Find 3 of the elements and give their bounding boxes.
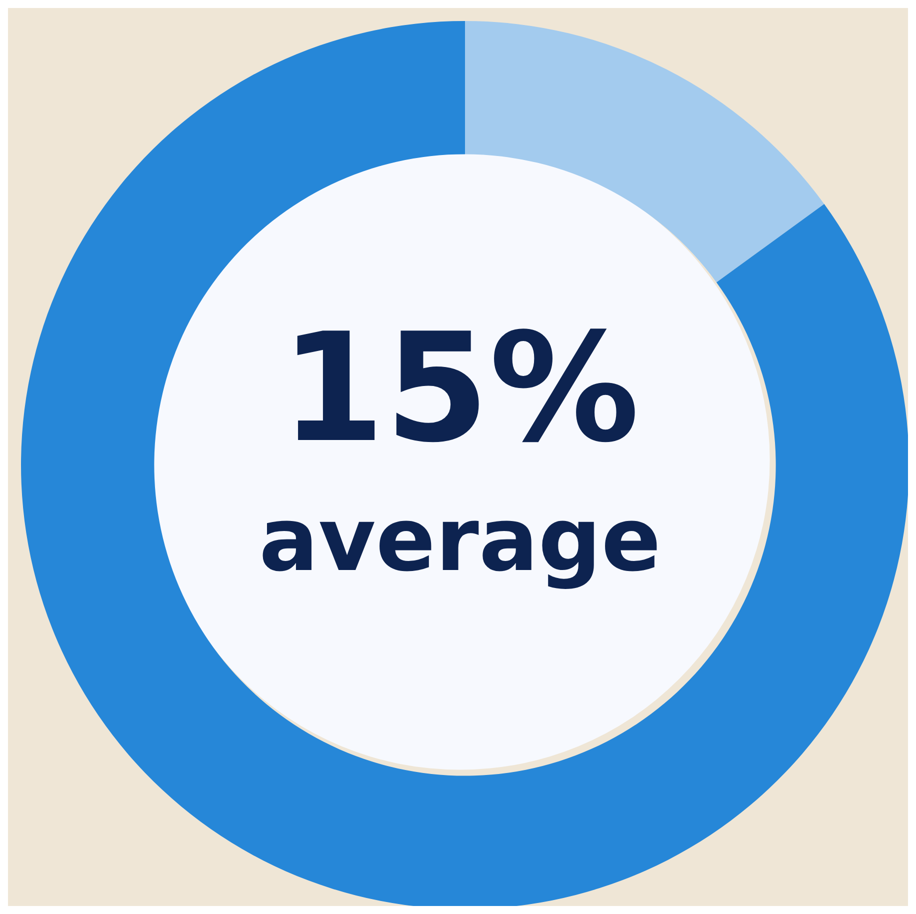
- donut-slice: [465, 21, 824, 282]
- text: 15%: [280, 302, 640, 476]
- text: average: [259, 488, 661, 591]
